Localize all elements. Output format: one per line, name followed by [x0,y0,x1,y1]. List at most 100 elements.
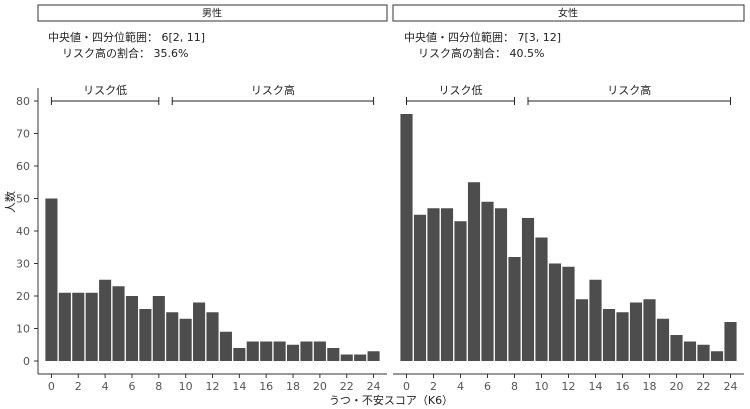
bar-male-13 [219,331,232,361]
bar-male-11 [193,302,206,361]
stat-median-female: 中央値・四分位範囲： 7[3, 12] [404,30,561,44]
bar-male-19 [300,341,313,361]
x-tick-label-6: 6 [128,380,135,393]
strip-label-male: 男性 [202,7,222,20]
x-axis-male: 0 2 4 6 8 10 12 14 16 18 20 22 24 [38,373,387,393]
bar-female-6 [481,201,494,361]
bar-female-20 [670,335,683,361]
bar-female-3 [440,208,454,361]
x-tick-label-16: 16 [259,380,273,393]
bar-female-7 [494,208,508,361]
x-tick-label-4: 4 [102,380,109,393]
bar-male-12 [206,312,219,361]
y-tick-label-30: 30 [16,258,30,271]
x-tick-label-8: 8 [511,380,518,393]
bar-male-18 [286,344,300,361]
x-axis-title: うつ・不安スコア（K6） [329,393,453,407]
bar-female-10 [535,237,548,361]
x-tick-label-2: 2 [75,380,82,393]
bracket-label: リスク低 [439,84,483,97]
y-axis-title: 人数 [4,191,17,213]
y-tick-label-20: 20 [16,290,30,303]
x-tick-label-24: 24 [367,380,381,393]
x-tick-label-4: 4 [457,380,464,393]
bar-male-5 [112,286,125,361]
bracket-high: リスク高 [171,83,375,105]
strip-female [392,4,745,22]
bars-male: リスク低 リスク高 [45,83,380,361]
stat-ratio-female: リスク高の割合： 40.5% [418,46,544,60]
y-axis: 0 10 20 30 40 50 60 70 80 [16,88,39,374]
bars-female: リスク低 リスク高 [400,83,737,361]
bar-male-16 [260,341,273,361]
y-tick-label-10: 10 [16,323,30,336]
bar-male-4 [99,279,112,361]
bar-male-15 [246,341,259,361]
bar-male-7 [139,309,152,361]
bar-male-1 [58,292,71,361]
bar-male-9 [166,312,179,361]
bracket-high: リスク高 [527,83,731,105]
bar-female-22 [697,344,710,361]
x-tick-label-8: 8 [155,380,162,393]
bracket-label: リスク低 [83,84,127,97]
x-tick-label-16: 16 [616,380,630,393]
x-tick-label-18: 18 [643,380,657,393]
x-tick-label-18: 18 [286,380,300,393]
y-tick-label-0: 0 [23,355,30,368]
x-tick-label-10: 10 [179,380,193,393]
x-tick-label-24: 24 [724,380,738,393]
y-tick-label-60: 60 [16,160,30,173]
x-tick-label-10: 10 [535,380,549,393]
bar-male-14 [233,348,246,361]
x-tick-label-0: 0 [48,380,55,393]
x-tick-label-6: 6 [484,380,491,393]
bar-female-11 [548,263,562,361]
bar-male-6 [125,296,139,361]
panel-male: 男性 中央値・四分位範囲： 6[2, 11] リスク高の割合： 35.6% リス… [37,4,388,361]
y-tick-label-50: 50 [16,193,30,206]
bracket-low: リスク低 [406,84,515,105]
x-tick-label-2: 2 [430,380,437,393]
bar-female-24 [724,322,737,361]
bar-female-14 [589,279,602,361]
bar-female-21 [683,341,697,361]
bar-female-4 [454,221,467,361]
bar-male-24 [367,351,380,361]
x-tick-label-12: 12 [206,380,220,393]
bar-female-13 [575,299,589,361]
bracket-label: リスク高 [251,83,295,97]
bar-male-20 [313,341,326,361]
x-tick-label-14: 14 [589,380,603,393]
bar-female-5 [467,182,481,361]
bar-male-8 [152,296,165,361]
bar-female-15 [602,309,616,361]
x-tick-label-0: 0 [403,380,410,393]
x-tick-label-22: 22 [697,380,711,393]
bar-female-8 [508,257,521,361]
bar-female-16 [616,312,629,361]
bar-female-0 [400,114,413,361]
bar-male-2 [72,292,85,361]
bar-male-23 [354,354,367,361]
bar-female-19 [656,318,670,361]
bar-female-23 [710,351,724,361]
bracket-low: リスク低 [50,84,160,105]
bar-male-17 [273,341,286,361]
bar-female-2 [427,208,440,361]
bar-male-0 [45,198,58,361]
bar-male-21 [327,348,340,361]
strip-male [37,4,388,22]
x-tick-label-12: 12 [562,380,576,393]
x-tick-label-14: 14 [232,380,246,393]
x-tick-label-22: 22 [340,380,354,393]
bar-female-12 [562,266,575,361]
y-tick-label-70: 70 [16,128,30,141]
bar-female-18 [643,299,656,361]
y-tick-label-80: 80 [16,95,30,108]
bar-female-17 [629,302,643,361]
panel-female: 女性 中央値・四分位範囲： 7[3, 12] リスク高の割合： 40.5% リス… [392,4,745,361]
strip-label-female: 女性 [558,7,578,20]
bar-male-22 [340,354,353,361]
